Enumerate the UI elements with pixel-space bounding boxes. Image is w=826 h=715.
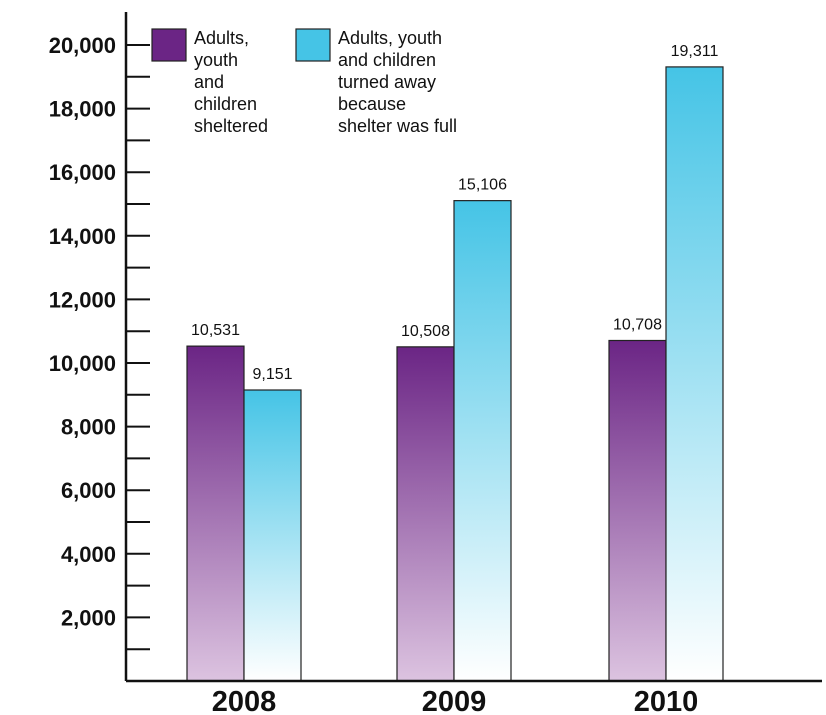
data-label-2008-series-2: 9,151 (252, 366, 292, 383)
legend-swatch-series-2 (295, 28, 331, 62)
bar-2009-series-2 (453, 200, 512, 682)
bar-2010-series-1 (608, 339, 667, 682)
legend-label-series-2: shelter was full (338, 116, 457, 136)
data-label-2009-series-2: 15,106 (458, 177, 507, 194)
legend-label-series-2: Adults, youth (338, 28, 442, 48)
bar-2008-series-1 (186, 345, 245, 682)
y-tick-label: 12,000 (49, 287, 116, 312)
legend-label-series-1: Adults, (194, 28, 249, 48)
legend-label-series-1: sheltered (194, 116, 268, 136)
x-tick-label-2008: 2008 (212, 686, 277, 715)
legend-label-series-2: because (338, 94, 406, 114)
x-tick-label-2010: 2010 (634, 686, 699, 715)
legend-label-series-1: and (194, 72, 224, 92)
bar-2010-series-2 (665, 66, 724, 682)
data-label-2008-series-1: 10,531 (191, 322, 240, 339)
y-tick-label: 2,000 (61, 605, 116, 630)
y-tick-label: 6,000 (61, 478, 116, 503)
y-tick-label: 16,000 (49, 160, 116, 185)
legend-swatch-series-1 (151, 28, 187, 62)
bars (186, 66, 724, 682)
data-label-2009-series-1: 10,508 (401, 323, 450, 340)
y-tick-label: 18,000 (49, 97, 116, 122)
legend-label-series-2: turned away (338, 72, 436, 92)
legend-label-series-1: youth (194, 50, 238, 70)
y-tick-label: 10,000 (49, 351, 116, 376)
y-tick-label: 4,000 (61, 542, 116, 567)
bar-2008-series-2 (243, 389, 302, 682)
y-tick-label: 14,000 (49, 224, 116, 249)
x-tick-label-2009: 2009 (422, 686, 487, 715)
data-label-2010-series-1: 10,708 (613, 316, 662, 333)
data-label-2010-series-2: 19,311 (671, 43, 719, 60)
y-tick-label: 20,000 (49, 33, 116, 58)
legend-label-series-2: and children (338, 50, 436, 70)
axes: 2,000 4,000 6,000 8,000 10,000 12,000 14,000 16… (49, 12, 822, 715)
legend-label-series-1: children (194, 94, 257, 114)
y-tick-label: 8,000 (61, 415, 116, 440)
bar-2009-series-1 (396, 346, 455, 682)
data-labels: 10,531 9,151 10,508 15,106 10,708 19,311 (191, 43, 718, 383)
